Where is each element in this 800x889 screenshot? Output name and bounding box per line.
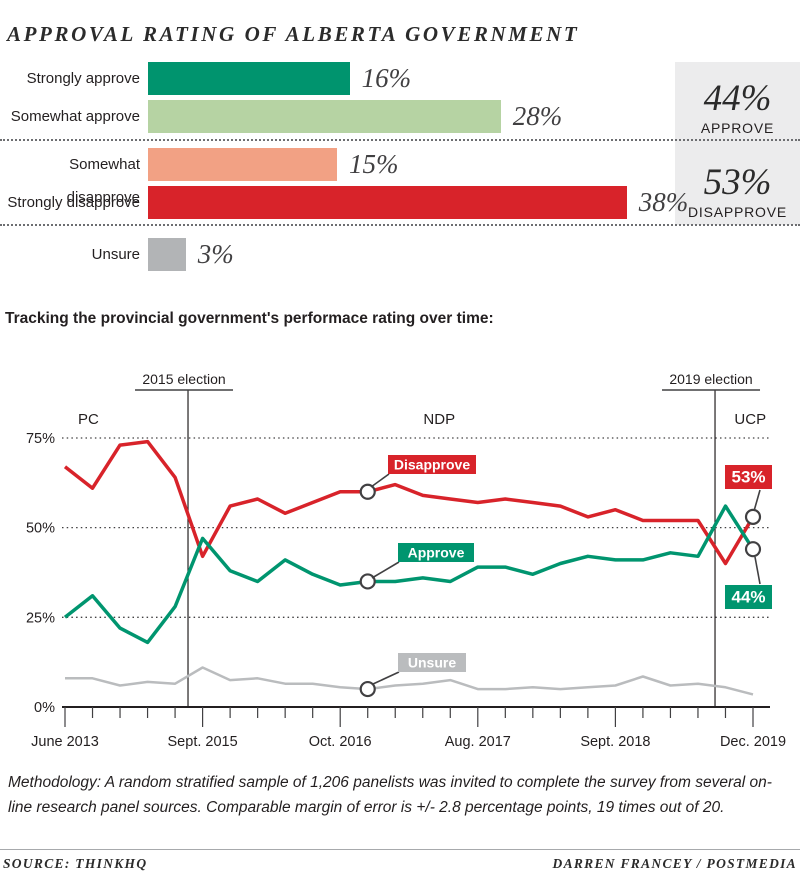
- y-axis-label: 50%: [26, 521, 55, 537]
- election-label: 2019 election: [669, 371, 752, 387]
- source-credit: SOURCE: THINKHQ: [3, 856, 148, 871]
- bar-unsure: [148, 238, 186, 271]
- callout-line: [371, 561, 400, 579]
- bar-somewhat-disapprove: [148, 148, 337, 181]
- x-axis-label: Oct. 2016: [309, 734, 372, 750]
- y-axis-label: 75%: [26, 431, 55, 447]
- bar-somewhat-approve: [148, 100, 501, 133]
- footer: SOURCE: THINKHQ DARREN FRANCEY / POSTMED…: [0, 856, 800, 872]
- callout-line: [370, 473, 390, 488]
- trend-chart: 0% 25% 50% 75% PC NDP UCP 2015 election 2019 ele…: [26, 371, 786, 750]
- y-axis-label: 25%: [26, 610, 55, 626]
- bar-value: 28%: [512, 101, 563, 131]
- bar-label: Unsure: [91, 246, 140, 263]
- y-axis-label: 0%: [34, 700, 55, 716]
- series-label: Disapprove: [394, 457, 470, 473]
- x-axis-label: Sept. 2018: [580, 734, 650, 750]
- bar-label: Strongly disapprove: [7, 194, 140, 211]
- era-label: NDP: [423, 411, 455, 428]
- x-axis-label: Aug. 2017: [445, 734, 511, 750]
- footer-rule: [0, 849, 800, 850]
- summary-approve-value: 44%: [703, 78, 772, 119]
- series-label: Unsure: [408, 655, 456, 671]
- marker-circle: [744, 508, 762, 525]
- marker-circle: [359, 573, 376, 590]
- bar-strongly-disapprove: [148, 186, 627, 219]
- bar-row-unsure: Unsure 3%: [0, 238, 800, 271]
- end-label-box: [725, 465, 772, 489]
- approve-label-box: [398, 543, 474, 562]
- callout-line: [372, 671, 400, 685]
- election-label: 2015 election: [142, 371, 225, 387]
- end-value-label: 53%: [731, 468, 765, 487]
- approve-line: [63, 504, 755, 645]
- bar-value: 15%: [349, 149, 399, 179]
- summary-approve: 44% APPROVE: [675, 80, 800, 136]
- unsure-line: [65, 666, 754, 696]
- end-value-label: 44%: [731, 588, 765, 607]
- summary-disapprove-label: DISAPPROVE: [687, 204, 788, 220]
- series-label: Approve: [408, 545, 465, 561]
- divider-dotted: [0, 224, 800, 226]
- era-label: UCP: [734, 411, 766, 428]
- bar-value: 16%: [361, 63, 412, 93]
- bar-label: Somewhat approve: [10, 108, 140, 125]
- bar-row-somewhat-approve: Somewhat approve 28%: [0, 100, 800, 133]
- author-credit: DARREN FRANCEY / POSTMEDIA: [552, 856, 797, 871]
- bar-row-strongly-approve: Strongly approve 16%: [0, 62, 800, 95]
- bar-value: 38%: [638, 187, 689, 217]
- summary-box: 44% APPROVE 53% DISAPPROVE: [675, 62, 800, 225]
- marker-circle: [359, 680, 376, 698]
- bar-strongly-approve: [148, 62, 350, 95]
- bar-row-strongly-disapprove: Strongly disapprove 38%: [0, 186, 800, 219]
- era-label: PC: [78, 411, 99, 428]
- callout-line: [753, 489, 761, 512]
- callout-line: [754, 556, 761, 585]
- disapprove-label-box: [388, 455, 476, 474]
- marker-circle: [744, 541, 762, 558]
- bar-value: 3%: [197, 239, 234, 269]
- summary-disapprove: 53% DISAPPROVE: [675, 164, 800, 220]
- divider-dotted: [0, 139, 800, 141]
- summary-approve-label: APPROVE: [700, 120, 775, 136]
- unsure-label-box: [398, 653, 466, 672]
- bar-label: Somewhat disapprove: [66, 156, 140, 206]
- summary-disapprove-value: 53%: [703, 162, 772, 203]
- marker-circle: [359, 483, 376, 500]
- bar-label: Strongly approve: [26, 70, 140, 87]
- chart-subtitle: Tracking the provincial government's per…: [5, 310, 494, 327]
- end-label-box: [725, 585, 772, 609]
- bar-row-somewhat-disapprove: Somewhat disapprove 15%: [0, 148, 800, 206]
- page-title: APPROVAL RATING OF ALBERTA GOVERNMENT: [7, 22, 580, 47]
- x-axis-label: June 2013: [31, 734, 99, 750]
- x-axis-label: Sept. 2015: [168, 734, 238, 750]
- disapprove-line: [63, 439, 755, 566]
- x-axis-label: Dec. 2019: [720, 734, 786, 750]
- methodology-note: Methodology: A random stratified sample …: [8, 774, 772, 817]
